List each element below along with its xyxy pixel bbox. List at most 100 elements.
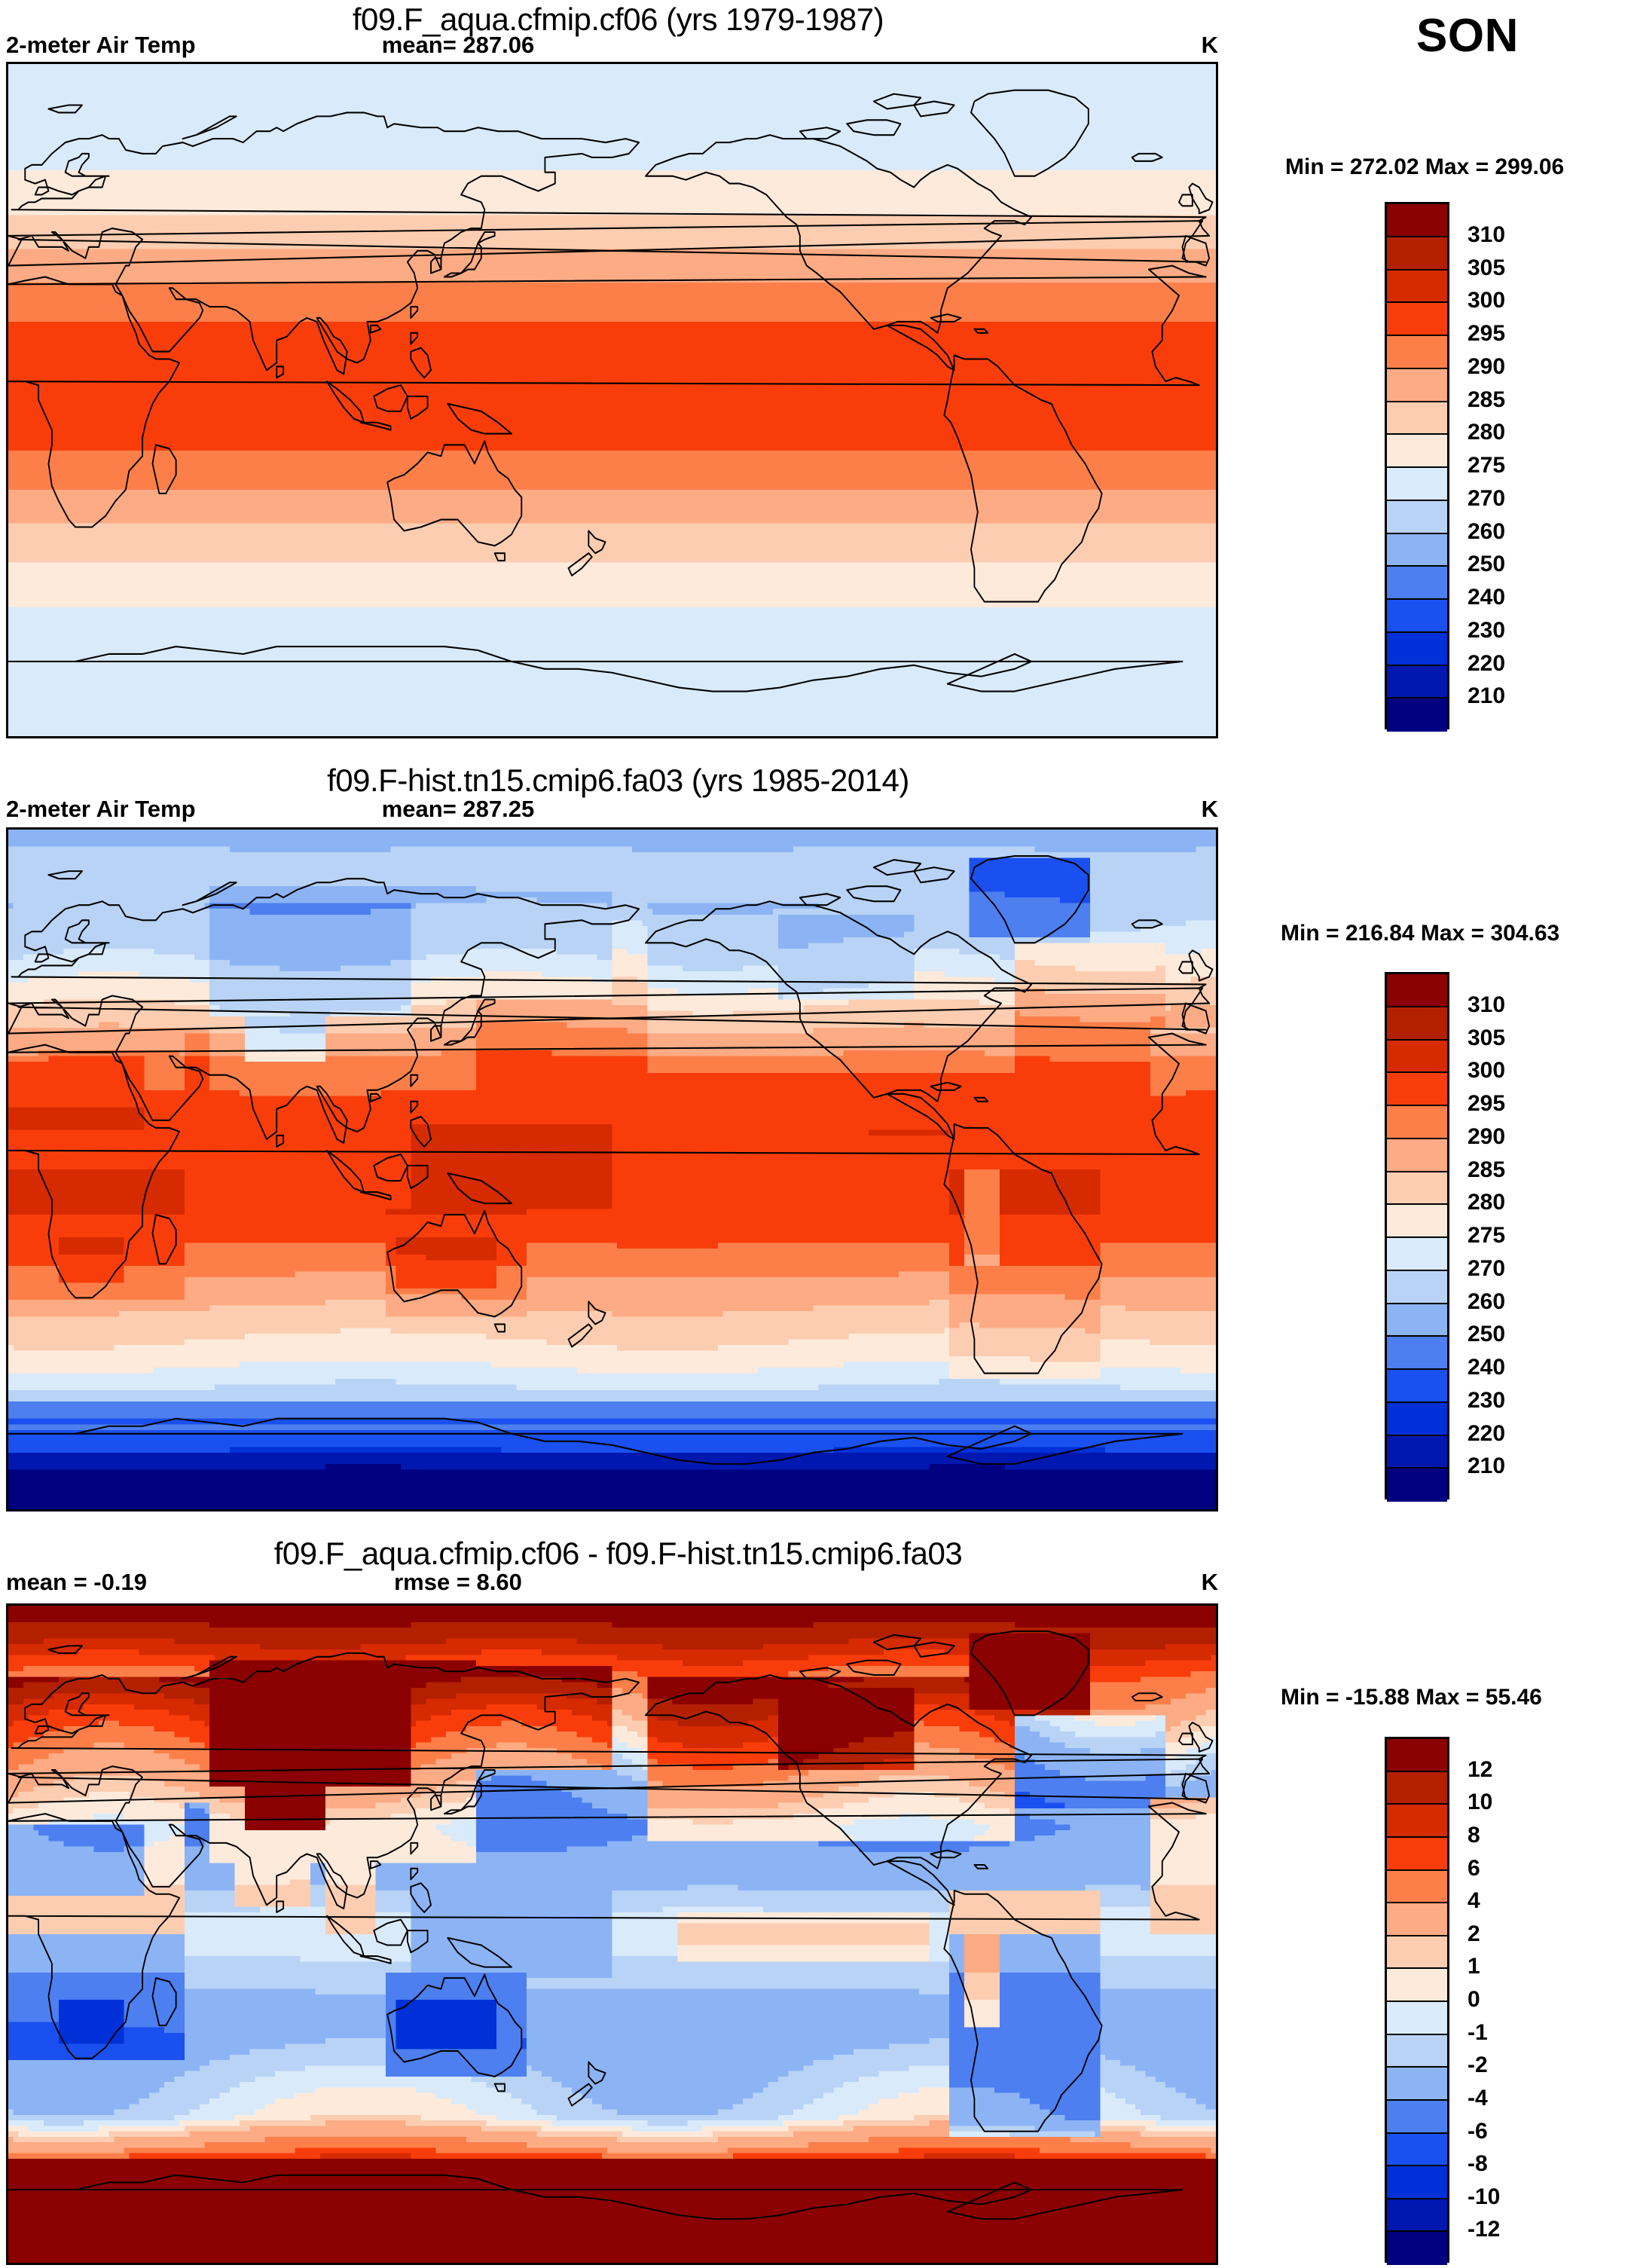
coastline-path <box>8 646 1184 692</box>
colorbar-tick-label: -1 <box>1468 2019 1488 2045</box>
coastline-path <box>872 93 922 110</box>
colorbar-tick-label: 285 <box>1468 387 1506 412</box>
coastline-path <box>8 2174 1184 2220</box>
colorbar-tick-label: 220 <box>1468 1420 1506 1446</box>
coastline-path <box>8 1417 1184 1465</box>
colorbar-swatch <box>1387 1805 1447 1838</box>
colorbar-swatch <box>1387 204 1447 237</box>
colorbar-tick-label: 250 <box>1468 1322 1506 1347</box>
coastline-path <box>410 1115 432 1148</box>
coastline-path <box>406 396 429 420</box>
colorbar-swatch <box>1387 2166 1447 2199</box>
coastline-path <box>430 1025 442 1042</box>
colorbar-tick-label: -6 <box>1468 2118 1488 2144</box>
map-panel-aqua[interactable] <box>6 62 1218 738</box>
map-panel-hist[interactable] <box>6 827 1218 1511</box>
colorbar-swatch <box>1387 665 1447 699</box>
colorbar-tick-label: 10 <box>1468 1790 1493 1815</box>
coastline-path <box>1188 949 1214 982</box>
map-svg <box>8 830 1216 1509</box>
coastline-path <box>410 1074 419 1087</box>
coastline-path <box>1131 919 1163 929</box>
coastline-path <box>373 384 408 412</box>
coastline-path <box>443 1010 482 1046</box>
coastline-path <box>1178 1732 1193 1746</box>
colorbar-strip <box>1385 202 1449 732</box>
coastline-path <box>410 1842 419 1855</box>
colorbar-swatch <box>1387 1870 1447 1904</box>
coastline-path <box>588 1301 606 1325</box>
coastlines <box>8 1630 1214 2220</box>
coastline-path <box>567 2083 593 2107</box>
colorbar-swatch <box>1387 237 1447 271</box>
colorbar-tick-label: 310 <box>1468 992 1506 1017</box>
colorbar-swatch <box>1387 632 1447 666</box>
colorbar-tick-label: 290 <box>1468 1123 1506 1149</box>
colorbar-swatch <box>1387 974 1447 1007</box>
coastline-path <box>447 402 512 435</box>
colorbar-tick-label: 310 <box>1468 222 1506 247</box>
coastline-path <box>1188 182 1214 215</box>
colorbar-tick-label: 220 <box>1468 650 1506 676</box>
colorbar-swatch <box>1387 2034 1447 2068</box>
coastline-path <box>477 998 496 1012</box>
field-cells <box>8 64 1216 736</box>
panel-2-title: f09.F-hist.tn15.cmip6.fa03 (yrs 1985-201… <box>327 763 909 798</box>
coastline-path <box>1181 1772 1211 1804</box>
map-svg <box>8 64 1216 736</box>
coastline-path <box>410 306 419 319</box>
colorbar-tick-label: 280 <box>1468 1190 1506 1215</box>
colorbar-tick-label: 4 <box>1468 1888 1480 1914</box>
coastline-path <box>799 127 841 140</box>
field-cells <box>8 1606 1216 2263</box>
season-label: SON <box>1416 10 1519 62</box>
panel-3-minmax: Min = -15.88 Max = 55.46 <box>1281 1685 1542 1710</box>
colorbar-swatch <box>1387 1270 1447 1304</box>
coastline-path <box>886 1093 955 1140</box>
colorbar-tick-label: 270 <box>1468 1255 1506 1281</box>
coastline-path <box>386 1210 523 1318</box>
colorbar-tick-label: 210 <box>1468 1453 1506 1479</box>
panel-3-rmse-label: rmse = 8.60 <box>394 1569 522 1595</box>
coastline-path <box>47 1645 83 1654</box>
coastline-path <box>276 365 285 379</box>
colorbar-tick-label: 275 <box>1468 453 1506 478</box>
colorbar-tick-label: 290 <box>1468 353 1506 379</box>
coastline-path <box>8 878 1211 1144</box>
colorbar-swatch <box>1387 1205 1447 1238</box>
coastline-path <box>799 893 841 906</box>
coastline-path <box>493 552 505 562</box>
colorbar-tick-label: 280 <box>1468 420 1506 445</box>
colorbar-tick-label: -4 <box>1468 2085 1488 2111</box>
coastline-path <box>410 1100 419 1114</box>
panel-3-mean-label: mean = -0.19 <box>6 1569 147 1595</box>
coastline-path <box>373 1918 408 1946</box>
coastline-path <box>8 1652 1211 1910</box>
field-cells <box>8 830 1216 1509</box>
colorbar-swatch <box>1387 1370 1447 1403</box>
colorbar-swatch <box>1387 1172 1447 1206</box>
map-panel-diff[interactable] <box>6 1603 1218 2265</box>
map-svg <box>8 1606 1216 2263</box>
coastline-path <box>182 882 237 906</box>
panel-3-label-row: mean = -0.19 rmse = 8.60 K <box>6 1569 1218 1599</box>
panel-3-units-label: K <box>1201 1569 1218 1595</box>
coastline-path <box>930 1081 962 1091</box>
colorbar-swatch <box>1387 1837 1447 1871</box>
colorbar-tick-label: 250 <box>1468 552 1506 577</box>
panel-2-left-label: 2-meter Air Temp <box>6 796 196 822</box>
colorbar-tick-label: -10 <box>1468 2184 1501 2209</box>
colorbar-tick-label: 300 <box>1468 288 1506 313</box>
coastline-path <box>1131 152 1163 162</box>
coastline-path <box>410 1882 432 1913</box>
colorbar-tick-label: 260 <box>1468 518 1506 544</box>
coastline-path <box>182 1655 237 1680</box>
coastline-path <box>970 1630 1089 1716</box>
panel-2-label-row: 2-meter Air Temp mean= 287.25 K <box>6 796 1218 826</box>
colorbar-swatch <box>1387 1337 1447 1370</box>
coastline-path <box>913 100 955 118</box>
panel-2-minmax: Min = 216.84 Max = 304.63 <box>1281 921 1560 946</box>
colorbar-swatch <box>1387 1903 1447 1936</box>
coastline-path <box>1178 961 1193 974</box>
panel-1-mean-label: mean= 287.06 <box>381 32 535 58</box>
